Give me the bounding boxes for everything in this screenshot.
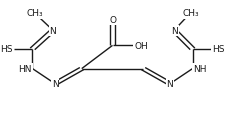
Text: CH₃: CH₃ <box>26 9 43 18</box>
Text: HN: HN <box>18 65 32 73</box>
Text: HS: HS <box>0 45 13 54</box>
Text: HS: HS <box>212 45 225 54</box>
Text: CH₃: CH₃ <box>182 9 199 18</box>
Text: N: N <box>50 27 56 36</box>
Text: OH: OH <box>134 42 148 50</box>
Text: N: N <box>171 27 178 36</box>
Text: NH: NH <box>194 65 207 73</box>
Text: O: O <box>109 16 116 25</box>
Text: N: N <box>166 79 173 88</box>
Text: N: N <box>52 79 58 88</box>
